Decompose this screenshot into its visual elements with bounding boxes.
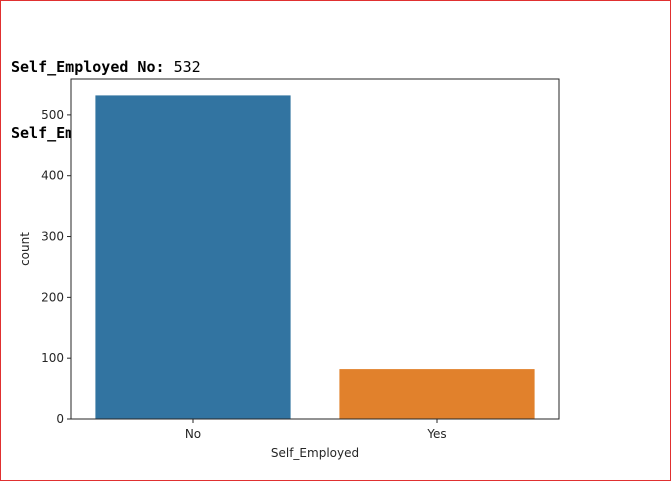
x-tick-label: Yes — [426, 427, 446, 441]
x-axis-label: Self_Employed — [271, 446, 359, 460]
bar-yes — [339, 369, 535, 419]
output-value-no: 532 — [173, 58, 201, 76]
count-plot-figure: 0 100 200 300 400 500 No Yes Self_Employed cou… — [1, 61, 671, 482]
output-line-no: Self_Employed No: 532 — [11, 56, 201, 78]
y-axis-label: count — [18, 232, 32, 266]
x-tick-label: No — [185, 427, 201, 441]
y-tick-label: 400 — [41, 169, 64, 183]
y-tick-label: 200 — [41, 290, 64, 304]
y-tick-label: 500 — [41, 108, 64, 122]
y-tick-label: 300 — [41, 230, 64, 244]
y-tick-label: 0 — [56, 412, 64, 426]
bar-no — [95, 95, 291, 420]
plot-frame — [70, 78, 560, 420]
count-plot: 0 100 200 300 400 500 No Yes Self_Employed cou… — [18, 78, 560, 460]
y-tick-label: 100 — [41, 351, 64, 365]
output-key-no: Self_Employed No: — [11, 58, 165, 76]
